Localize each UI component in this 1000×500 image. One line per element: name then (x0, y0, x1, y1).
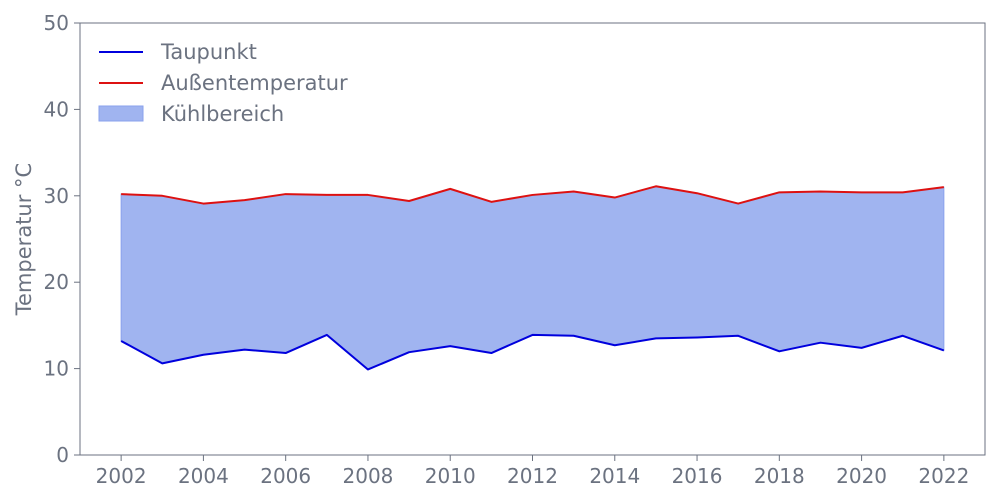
x-tick-label: 2018 (754, 464, 805, 488)
x-tick-label: 2010 (425, 464, 476, 488)
lines-layer (120, 185, 945, 371)
legend: Taupunkt Außentemperatur Kühlbereich (98, 40, 348, 126)
x-tick-label: 2002 (96, 464, 147, 488)
y-tick-label: 0 (56, 443, 69, 467)
y-tick-label: 20 (44, 270, 69, 294)
y-axis-title: Temperatur °C (12, 163, 36, 316)
series-line-1 (121, 185, 944, 205)
x-tick-label: 2016 (672, 464, 723, 488)
y-tick-label: 10 (44, 357, 69, 381)
x-tick-label: 2008 (343, 464, 394, 488)
x-tick-label: 2014 (589, 464, 640, 488)
legend-label-kuehlbereich: Kühlbereich (161, 102, 284, 126)
y-tick-label: 40 (44, 97, 69, 121)
legend-swatch-kuehlbereich (98, 105, 144, 122)
x-axis: 2002 2004 2006 2008 2010 2012 2014 2016 2018 2020… (96, 455, 969, 488)
x-tick-label: 2006 (260, 464, 311, 488)
x-tick-label: 2012 (507, 464, 558, 488)
legend-label-aussentemperatur: Außentemperatur (161, 71, 348, 95)
x-tick-label: 2022 (918, 464, 969, 488)
x-tick-label: 2004 (178, 464, 229, 488)
y-tick-label: 50 (44, 11, 69, 35)
y-tick-label: 30 (44, 184, 69, 208)
x-tick-label: 2020 (836, 464, 887, 488)
series-line-0 (120, 333, 945, 371)
legend-label-taupunkt: Taupunkt (160, 40, 257, 64)
y-axis: 0 10 20 30 40 50 (44, 11, 80, 467)
